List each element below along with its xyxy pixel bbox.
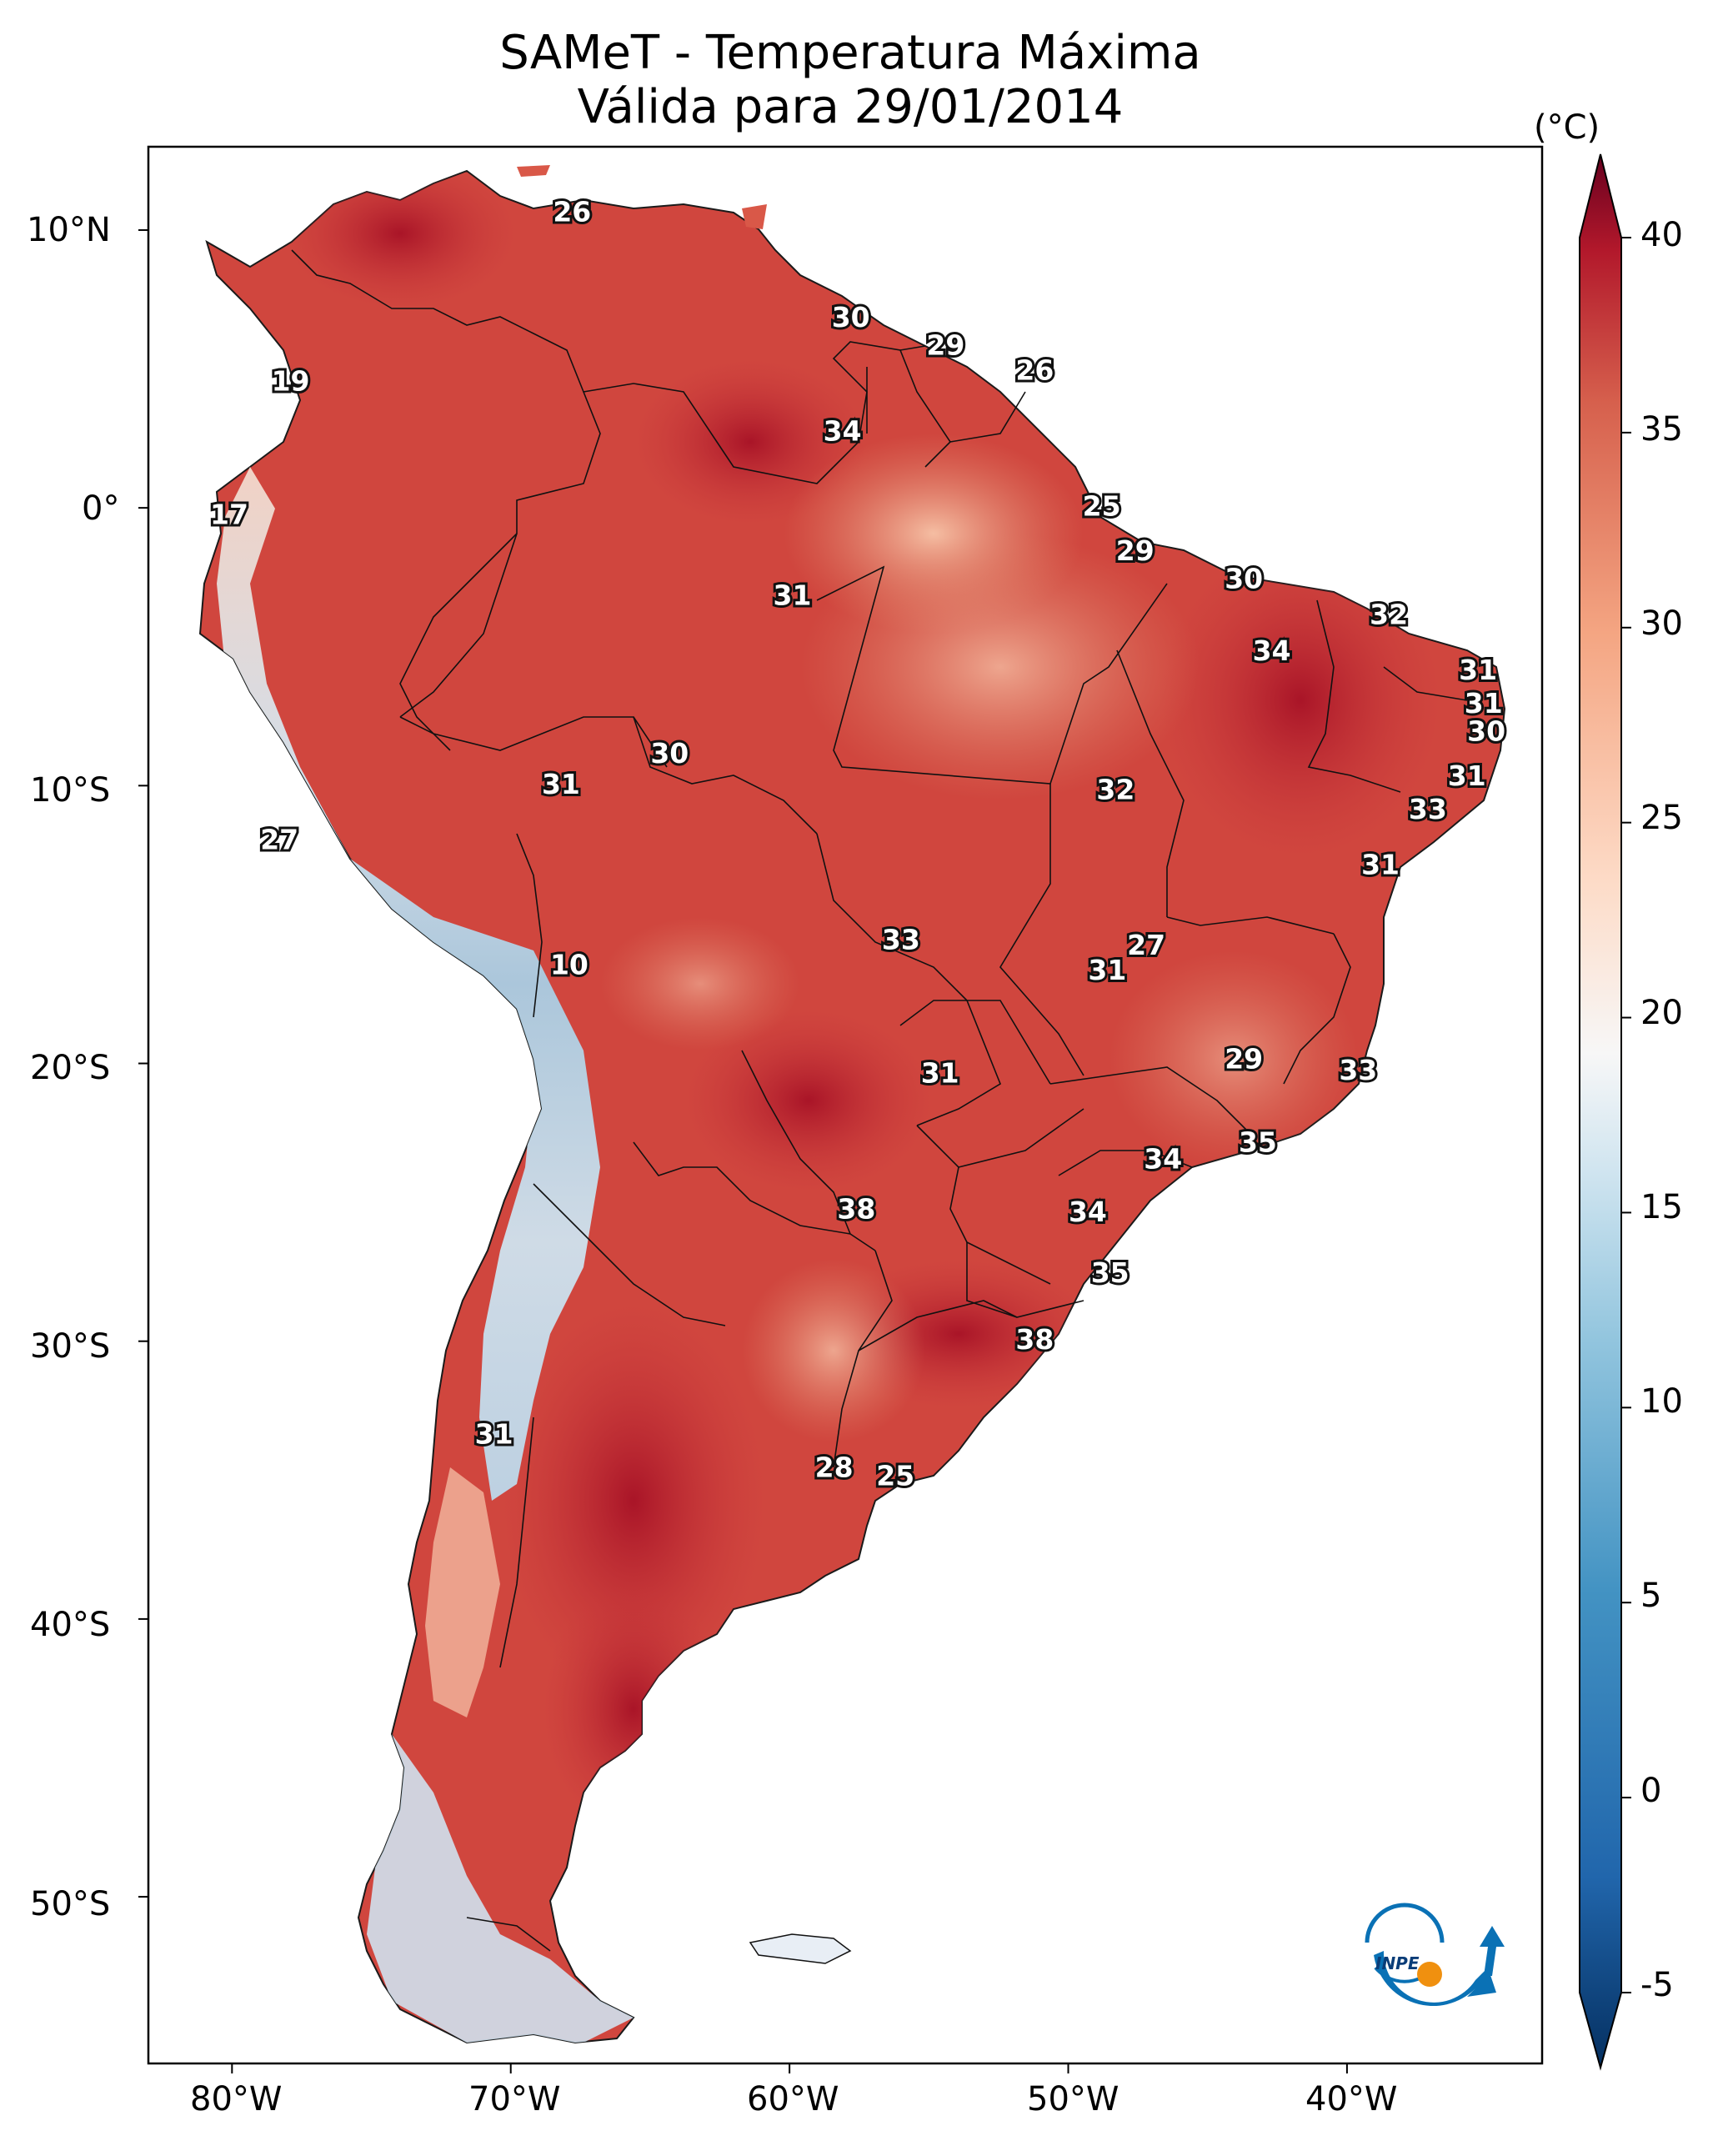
station-value-14: 31 xyxy=(1465,687,1503,720)
station-value-30: 35 xyxy=(1239,1126,1277,1159)
colorbar xyxy=(1579,153,1631,2071)
colorbar-unit: (°C) xyxy=(1534,108,1600,147)
station-value-36: 31 xyxy=(475,1417,513,1450)
lat-label-10s: 10°S xyxy=(30,771,111,810)
station-value-4: 34 xyxy=(824,415,862,448)
lat-label-10n: 10°N xyxy=(27,211,111,249)
colorbar-tick-20: 20 xyxy=(1640,994,1683,1032)
station-value-15: 30 xyxy=(1467,715,1505,748)
andes-cold-band xyxy=(217,467,600,1501)
station-value-10: 31 xyxy=(773,579,811,611)
station-value-33: 34 xyxy=(1069,1196,1107,1228)
lat-label-0: 0° xyxy=(82,489,120,528)
map-title-line2: Válida para 29/01/2014 xyxy=(577,80,1124,134)
station-value-7: 17 xyxy=(210,499,248,531)
station-value-16: 30 xyxy=(650,737,689,770)
colorbar-tick-25: 25 xyxy=(1640,799,1683,837)
station-value-2: 29 xyxy=(926,328,964,361)
station-value-17: 31 xyxy=(1448,760,1486,792)
station-value-26: 10 xyxy=(550,948,589,980)
lon-label-60w: 60°W xyxy=(747,2080,839,2118)
station-value-31: 34 xyxy=(1144,1143,1182,1176)
station-value-8: 29 xyxy=(1116,534,1155,567)
station-value-22: 31 xyxy=(1361,848,1400,880)
colorbar-body xyxy=(1579,153,1622,2071)
colorbar-tick-5: 5 xyxy=(1640,1577,1662,1615)
station-value-20: 33 xyxy=(1409,793,1447,825)
inpe-logo-text: INPE xyxy=(1375,1953,1420,1973)
colorbar-tick-30: 30 xyxy=(1640,604,1683,643)
station-value-19: 32 xyxy=(1096,773,1134,805)
station-value-6: 25 xyxy=(1083,490,1121,523)
station-value-34: 35 xyxy=(1091,1256,1129,1289)
falkland-islands xyxy=(749,1933,852,1964)
colorbar-tick-10: 10 xyxy=(1640,1382,1683,1421)
station-value-18: 31 xyxy=(542,768,580,800)
patagonia-cold-band xyxy=(367,1734,634,2043)
colorbar-tick-15: 15 xyxy=(1640,1188,1683,1226)
station-value-28: 31 xyxy=(921,1056,959,1089)
lon-label-80w: 80°W xyxy=(190,2080,283,2118)
station-value-21: 27 xyxy=(260,823,298,855)
station-value-32: 38 xyxy=(837,1193,875,1226)
station-value-13: 31 xyxy=(1459,654,1497,686)
caribbean-islands xyxy=(517,165,767,229)
station-value-27: 29 xyxy=(1225,1043,1263,1075)
station-value-29: 33 xyxy=(1339,1054,1377,1086)
colorbar-tick-35: 35 xyxy=(1640,410,1683,449)
colorbar-tick-minus5: -5 xyxy=(1640,1966,1674,2004)
station-value-9: 30 xyxy=(1225,562,1263,594)
station-value-23: 33 xyxy=(882,923,920,955)
station-value-37: 28 xyxy=(815,1451,854,1483)
lon-label-40w: 40°W xyxy=(1305,2080,1398,2118)
station-value-5: 19 xyxy=(272,365,310,398)
map-title-line1: SAMeT - Temperatura Máxima xyxy=(499,26,1201,80)
station-value-38: 25 xyxy=(876,1459,914,1492)
lat-label-40s: 40°S xyxy=(30,1606,111,1644)
country-borders xyxy=(291,249,1468,1952)
lon-label-50w: 50°W xyxy=(1027,2080,1119,2118)
lat-label-20s: 20°S xyxy=(30,1049,111,1087)
station-value-24: 27 xyxy=(1127,929,1165,961)
station-value-12: 34 xyxy=(1253,634,1291,667)
south-america-landmass xyxy=(198,165,1506,2044)
lat-label-30s: 30°S xyxy=(30,1327,111,1366)
station-value-3: 26 xyxy=(1015,353,1054,386)
station-value-1: 30 xyxy=(832,301,870,333)
station-value-25: 31 xyxy=(1088,954,1126,986)
station-value-0: 26 xyxy=(553,195,591,228)
station-value-11: 32 xyxy=(1370,599,1408,631)
colorbar-tick-40: 40 xyxy=(1640,216,1683,254)
station-value-35: 38 xyxy=(1015,1323,1054,1356)
colorbar-tick-0: 0 xyxy=(1640,1772,1662,1810)
lon-label-70w: 70°W xyxy=(468,2080,561,2118)
axis-ticks xyxy=(138,228,1348,2073)
lat-label-50s: 50°S xyxy=(30,1885,111,1923)
inpe-logo: INPE xyxy=(1365,1903,1505,2007)
